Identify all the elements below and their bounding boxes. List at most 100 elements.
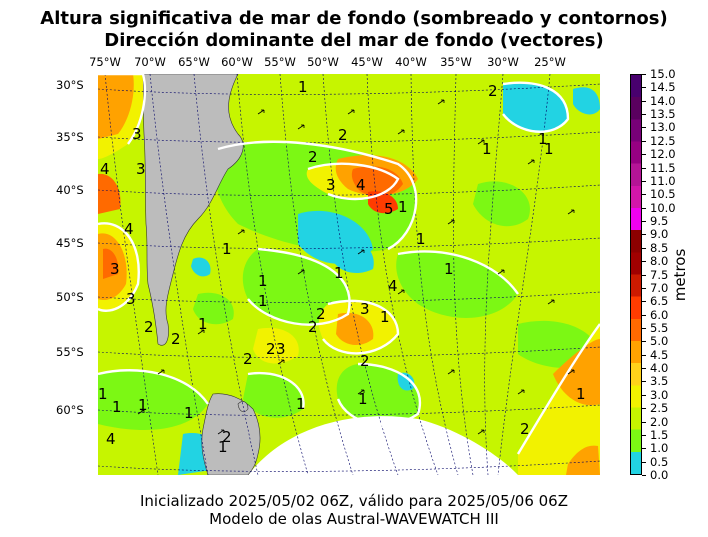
lat-label: 45°S xyxy=(56,236,84,250)
contour-label: 4 xyxy=(106,430,116,448)
colorbar-tick-mark xyxy=(642,475,646,476)
contour-label: 2 xyxy=(243,350,253,368)
colorbar-tick-label: 12.0 xyxy=(650,147,676,162)
contour-label: 4 xyxy=(356,176,366,194)
contour-label: 2 xyxy=(316,305,326,323)
colorbar-tick-mark xyxy=(642,180,646,182)
colorbar-tick-label: 14.5 xyxy=(650,80,676,95)
colorbar-tick-mark xyxy=(642,127,646,129)
contour-label: 1 xyxy=(222,240,232,258)
contour-label: 1 xyxy=(296,395,306,413)
colorbar-tick-label: 3.5 xyxy=(650,374,669,389)
colorbar-tick-label: 6.0 xyxy=(650,307,669,322)
lat-label: 60°S xyxy=(56,403,84,417)
contour-label: 2 xyxy=(308,148,318,166)
lon-label: 75°W xyxy=(89,55,121,69)
lon-label: 60°W xyxy=(221,55,253,69)
colorbar-tick-label: 10.5 xyxy=(650,187,676,202)
lat-label: 50°S xyxy=(56,290,84,304)
contour-label: 2 xyxy=(520,420,530,438)
contour-label: 1 xyxy=(358,390,368,408)
contour-label: 1 xyxy=(398,198,408,216)
graticule xyxy=(98,74,600,475)
colorbar-tick-mark xyxy=(642,287,646,289)
contour-label: 3 xyxy=(126,290,136,308)
colorbar-tick-mark xyxy=(642,314,646,316)
lon-label: 35°W xyxy=(440,55,472,69)
colorbar-tick-label: 5.5 xyxy=(650,320,669,335)
lat-label: 55°S xyxy=(56,345,84,359)
contour-label: 2 xyxy=(338,126,348,144)
contour-label: 4 xyxy=(124,220,134,238)
colorbar-tick-mark xyxy=(642,421,646,423)
colorbar-tick-label: 5.0 xyxy=(650,334,669,349)
colorbar-tick-mark xyxy=(642,194,646,196)
colorbar-tick-mark xyxy=(642,408,646,410)
colorbar-tick-label: 8.0 xyxy=(650,254,669,269)
lat-label: 35°S xyxy=(56,130,84,144)
contour-label: 2 xyxy=(266,340,276,358)
colorbar-tick-label: 2.5 xyxy=(650,401,669,416)
contour-label: 3 xyxy=(276,340,286,358)
contour-label: 3 xyxy=(136,160,146,178)
contour-label: 1 xyxy=(482,140,492,158)
colorbar-tick-label: 7.5 xyxy=(650,267,669,282)
contour-label: 4 xyxy=(100,160,110,178)
swell-height-map: 2 2 2 3 4 5 1 1 1 1 1 1 1 4 3 2 2 1 2 1 … xyxy=(98,74,600,475)
colorbar-unit-label: metros xyxy=(671,248,689,302)
contour-label: 1 xyxy=(298,78,308,96)
colorbar-tick-label: 6.5 xyxy=(650,294,669,309)
colorbar-tick-mark xyxy=(642,461,646,463)
contour-label: 1 xyxy=(444,260,454,278)
colorbar-tick-label: 2.0 xyxy=(650,414,669,429)
contour-label: 1 xyxy=(544,140,554,158)
colorbar-tick-mark xyxy=(642,448,646,450)
contour-label: 1 xyxy=(334,264,344,282)
contour-label: 1 xyxy=(538,130,548,148)
contour-lines xyxy=(98,74,600,455)
contour-label: 2 xyxy=(144,318,154,336)
contour-label: 3 xyxy=(110,260,120,278)
colorbar-tick-label: 1.0 xyxy=(650,441,669,456)
colorbar-tick-mark xyxy=(642,274,646,276)
footer-model: Modelo de olas Austral-WAVEWATCH III xyxy=(209,510,499,528)
colorbar-tick-mark xyxy=(642,301,646,303)
colorbar-tick-label: 4.0 xyxy=(650,361,669,376)
colorbar-tick-mark xyxy=(642,327,646,329)
contour-label: 1 xyxy=(198,315,208,333)
colorbar-tick-mark xyxy=(642,100,646,102)
footer-init-valid: Inicializado 2025/05/02 06Z, válido para… xyxy=(140,492,568,510)
colorbar-tick-mark xyxy=(642,114,646,116)
colorbar-tick-mark xyxy=(642,87,646,89)
map-title: Altura significativa de mar de fondo (so… xyxy=(40,8,668,29)
colorbar-tick-mark xyxy=(642,354,646,356)
contour-label: 1 xyxy=(576,385,586,403)
colorbar-tick-label: 15.0 xyxy=(650,67,676,81)
colorbar-tick-label: 11.5 xyxy=(650,160,676,175)
lon-label: 50°W xyxy=(307,55,339,69)
lon-label: 70°W xyxy=(134,55,166,69)
lon-label: 55°W xyxy=(264,55,296,69)
colorbar-tick-label: 11.0 xyxy=(650,173,676,188)
colorbar-tick-mark xyxy=(642,381,646,383)
contour-label: 1 xyxy=(184,404,194,422)
lat-label: 30°S xyxy=(56,78,84,92)
contour-label: 2 xyxy=(171,330,181,348)
colorbar-tick-label: 14.0 xyxy=(650,93,676,108)
map-subtitle: Dirección dominante del mar de fondo (ve… xyxy=(104,30,604,51)
colorbar-tick-label: 7.0 xyxy=(650,280,669,295)
colorbar-tick-mark xyxy=(642,261,646,263)
contour-label: 1 xyxy=(138,396,148,414)
polar-region xyxy=(248,416,518,475)
contour-label: 2 xyxy=(308,318,318,336)
colorbar-tick-label: 13.5 xyxy=(650,107,676,122)
contour-label: 3 xyxy=(360,300,370,318)
colorbar-tick-mark xyxy=(642,207,646,209)
colorbar-tick-mark xyxy=(642,394,646,396)
colorbar-tick-label: 13.0 xyxy=(650,120,676,135)
contour-label: 1 xyxy=(258,272,268,290)
colorbar-tick-label: 8.5 xyxy=(650,240,669,255)
colorbar-tick-label: 3.0 xyxy=(650,387,669,402)
colorbar-tick-mark xyxy=(642,247,646,249)
colorbar-tick-mark xyxy=(642,154,646,156)
